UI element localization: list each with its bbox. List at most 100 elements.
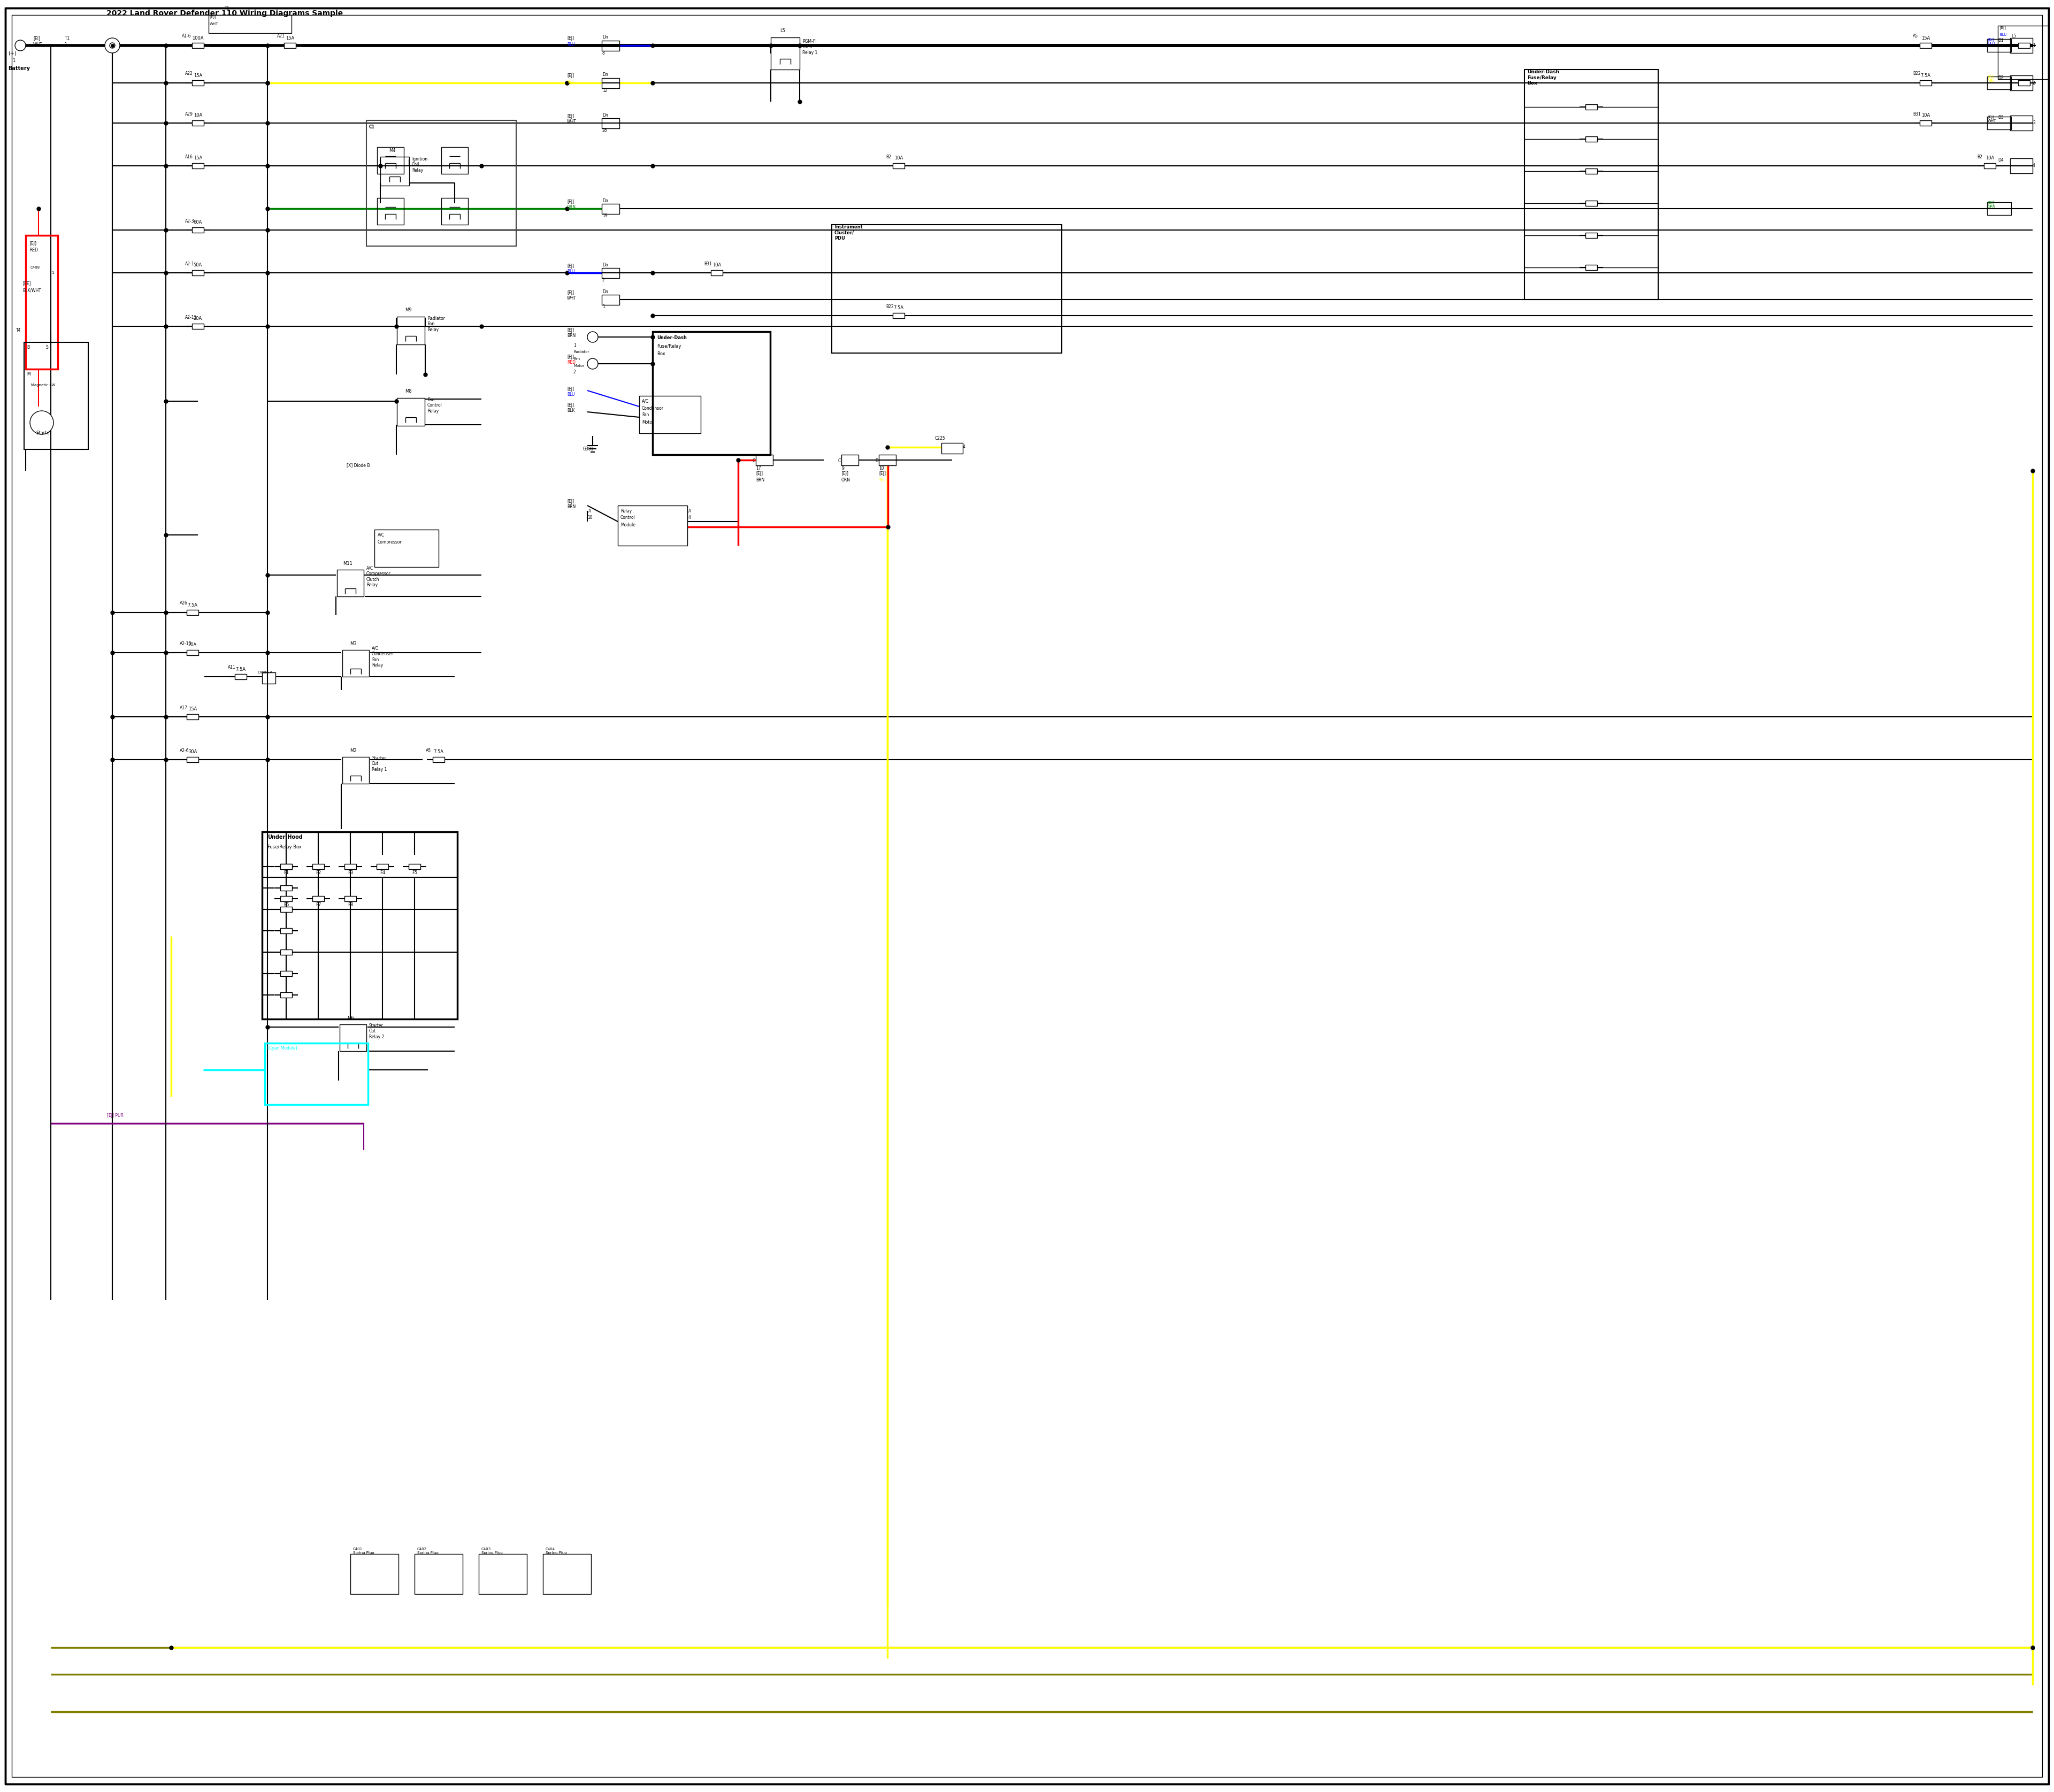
Bar	[1586, 104, 1598, 109]
Text: (+): (+)	[8, 50, 16, 56]
Bar	[191, 228, 203, 233]
Text: Dn: Dn	[602, 72, 608, 77]
Text: A2-1: A2-1	[185, 262, 195, 267]
Text: [Cyan Module]: [Cyan Module]	[267, 1047, 298, 1050]
Text: D2: D2	[1999, 75, 2003, 81]
Text: Module: Module	[620, 521, 635, 527]
Text: 1: 1	[51, 271, 53, 274]
Text: A11: A11	[228, 665, 236, 670]
Text: M8: M8	[405, 389, 411, 394]
Text: Motor: Motor	[641, 419, 653, 425]
Text: Relay: Relay	[620, 509, 633, 513]
Bar	[187, 715, 199, 719]
Text: Starter
Cut
Relay 1: Starter Cut Relay 1	[372, 756, 386, 772]
Text: A2-6: A2-6	[181, 747, 189, 753]
Text: A5: A5	[1912, 34, 1918, 39]
Text: GRN: GRN	[567, 204, 575, 210]
Text: D4: D4	[1999, 158, 2003, 163]
Bar	[25, 342, 88, 450]
Bar	[602, 79, 620, 88]
Bar	[602, 294, 620, 305]
Text: 1: 1	[573, 342, 575, 348]
Bar	[345, 896, 355, 901]
Text: 50A: 50A	[193, 263, 201, 267]
Text: [EJ]: [EJ]	[29, 240, 37, 246]
Text: A2-3: A2-3	[185, 219, 195, 224]
Text: Ignition
Coil
Relay: Ignition Coil Relay	[413, 156, 427, 172]
Text: WHT: WHT	[567, 120, 577, 124]
Text: [EJ]: [EJ]	[1999, 27, 2007, 30]
Text: C401
Spring Plug: C401 Spring Plug	[353, 1548, 374, 1555]
Bar	[345, 864, 355, 869]
Text: F2: F2	[316, 871, 320, 876]
Circle shape	[105, 38, 119, 54]
Text: 1: 1	[64, 43, 66, 47]
Text: Dn: Dn	[602, 262, 608, 267]
Text: [EJ]: [EJ]	[879, 471, 885, 477]
Bar	[1586, 265, 1598, 271]
Text: C402
Spring Plug: C402 Spring Plug	[417, 1548, 438, 1555]
Bar	[1524, 70, 1658, 299]
Text: 10A: 10A	[893, 156, 904, 161]
Bar	[191, 271, 203, 276]
Bar	[1586, 168, 1598, 174]
Text: [EJ]
GRN: [EJ] GRN	[1988, 201, 1996, 208]
Text: Battery: Battery	[8, 66, 31, 72]
Text: [EJ]: [EJ]	[567, 403, 573, 407]
Text: 100A: 100A	[193, 36, 203, 41]
Bar	[279, 864, 292, 869]
Text: L5: L5	[781, 29, 785, 34]
Text: WHT: WHT	[210, 23, 218, 25]
Bar	[339, 1025, 366, 1052]
Text: A: A	[688, 509, 692, 513]
Text: Dn: Dn	[602, 113, 608, 118]
Text: YEL: YEL	[567, 79, 575, 84]
Text: Diode A: Diode A	[259, 670, 273, 674]
Bar	[312, 896, 325, 901]
Text: BLU: BLU	[567, 392, 575, 398]
Text: 15A: 15A	[193, 73, 201, 77]
Text: 4: 4	[2033, 163, 2036, 168]
Text: [EJ]: [EJ]	[567, 355, 573, 358]
Text: B: B	[27, 346, 29, 349]
Text: 20A: 20A	[189, 643, 197, 647]
Text: Motor: Motor	[573, 364, 583, 367]
Text: 7.5A: 7.5A	[433, 749, 444, 754]
Text: 20A: 20A	[193, 317, 201, 321]
Bar	[263, 831, 458, 1020]
Text: L5: L5	[2011, 34, 2017, 39]
Text: 30A: 30A	[189, 749, 197, 754]
Bar	[879, 455, 896, 466]
Bar	[343, 756, 370, 783]
Text: F6: F6	[283, 903, 290, 907]
Circle shape	[587, 332, 598, 342]
Text: F8: F8	[347, 903, 353, 907]
Text: Fan: Fan	[641, 412, 649, 418]
Text: Under-Dash
Fuse/Relay
Box: Under-Dash Fuse/Relay Box	[1526, 70, 1559, 86]
Bar	[893, 314, 904, 319]
Text: [EJ]: [EJ]	[567, 263, 573, 269]
Text: A2-11: A2-11	[185, 315, 197, 319]
Text: [EJ]: [EJ]	[567, 290, 573, 296]
Text: A/C: A/C	[378, 532, 384, 538]
Bar	[279, 950, 292, 955]
Text: A/C
Condenser
Fan
Relay: A/C Condenser Fan Relay	[372, 647, 394, 668]
Text: A/C
Compressor
Clutch
Relay: A/C Compressor Clutch Relay	[366, 566, 390, 588]
Bar	[191, 324, 203, 330]
Text: Magnetic SW: Magnetic SW	[31, 383, 55, 387]
Circle shape	[14, 39, 25, 50]
Text: 1: 1	[12, 59, 14, 63]
Text: A5: A5	[425, 747, 431, 753]
Text: 9: 9	[842, 466, 844, 471]
Bar	[653, 332, 770, 455]
Bar	[602, 118, 620, 129]
Text: F7: F7	[316, 903, 320, 907]
Text: D3: D3	[1999, 115, 2003, 120]
Bar	[602, 41, 620, 50]
Text: B2: B2	[885, 154, 891, 159]
Text: ORN: ORN	[842, 478, 850, 482]
Text: M2: M2	[349, 747, 357, 753]
Bar	[542, 1554, 592, 1595]
Text: [EJ]: [EJ]	[567, 73, 573, 79]
Text: 7.5A: 7.5A	[893, 306, 904, 310]
